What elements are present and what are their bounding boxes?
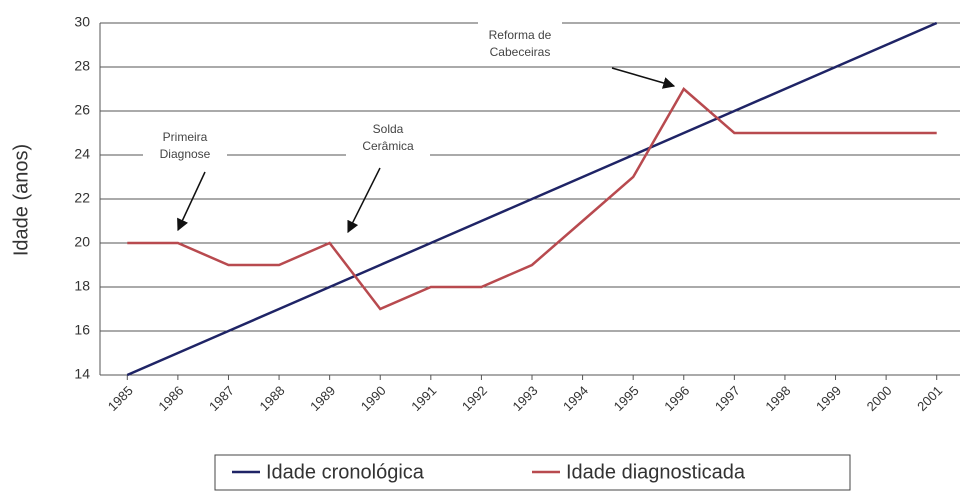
x-tick-label: 1988 xyxy=(257,383,288,414)
y-axis-label: Idade (anos) xyxy=(10,144,32,256)
annotation: Cerâmica xyxy=(362,139,414,153)
y-tick-label: 16 xyxy=(74,322,90,338)
y-tick-label: 24 xyxy=(74,146,90,162)
y-tick-label: 14 xyxy=(74,366,90,382)
arrow xyxy=(347,167,381,234)
annotation: Primeira xyxy=(163,130,208,144)
series-line xyxy=(126,21,938,377)
y-tick-label: 26 xyxy=(74,102,90,118)
x-tick-label: 1998 xyxy=(762,383,793,414)
y-tick-label: 20 xyxy=(74,234,90,250)
x-tick-label: 2001 xyxy=(914,383,945,414)
x-tick-label: 1987 xyxy=(206,383,237,414)
x-tick-label: 1993 xyxy=(509,383,540,414)
x-tick-label: 1994 xyxy=(560,383,591,414)
x-tick-label: 1996 xyxy=(661,383,692,414)
annotation-bg xyxy=(143,124,227,168)
x-tick-label: 1990 xyxy=(358,383,389,414)
x-tick-label: 1986 xyxy=(155,383,186,414)
legend-label: Idade diagnosticada xyxy=(566,461,746,483)
annotation: Reforma de xyxy=(489,28,552,42)
annotations: Primeira Diagnose Solda Cerâmica Reforma de C… xyxy=(143,22,562,168)
grid xyxy=(99,22,960,380)
y-tick-label: 30 xyxy=(74,14,90,30)
x-tick-label: 1989 xyxy=(307,383,338,414)
x-tick-label: 1999 xyxy=(813,383,844,414)
annotation-bg xyxy=(346,116,430,160)
arrow xyxy=(611,67,676,89)
annotation-bg xyxy=(478,22,562,66)
x-tick-label: 1992 xyxy=(459,383,490,414)
y-tick-label: 18 xyxy=(74,278,90,294)
annotation: Solda xyxy=(373,122,404,136)
annotation: Diagnose xyxy=(160,147,211,161)
y-tick-label: 22 xyxy=(74,190,90,206)
x-tick-label: 1995 xyxy=(611,383,642,414)
lines xyxy=(126,21,938,377)
x-tick-label: 1997 xyxy=(712,383,743,414)
arrow xyxy=(177,171,206,232)
x-tick-label: 1985 xyxy=(105,383,136,414)
series-line xyxy=(127,87,937,311)
x-tick-label: 2000 xyxy=(864,383,895,414)
legend-label: Idade cronológica xyxy=(266,461,425,483)
y-tick-label: 28 xyxy=(74,58,90,74)
annotation: Cabeceiras xyxy=(490,45,551,59)
x-tick-label: 1991 xyxy=(408,383,439,414)
